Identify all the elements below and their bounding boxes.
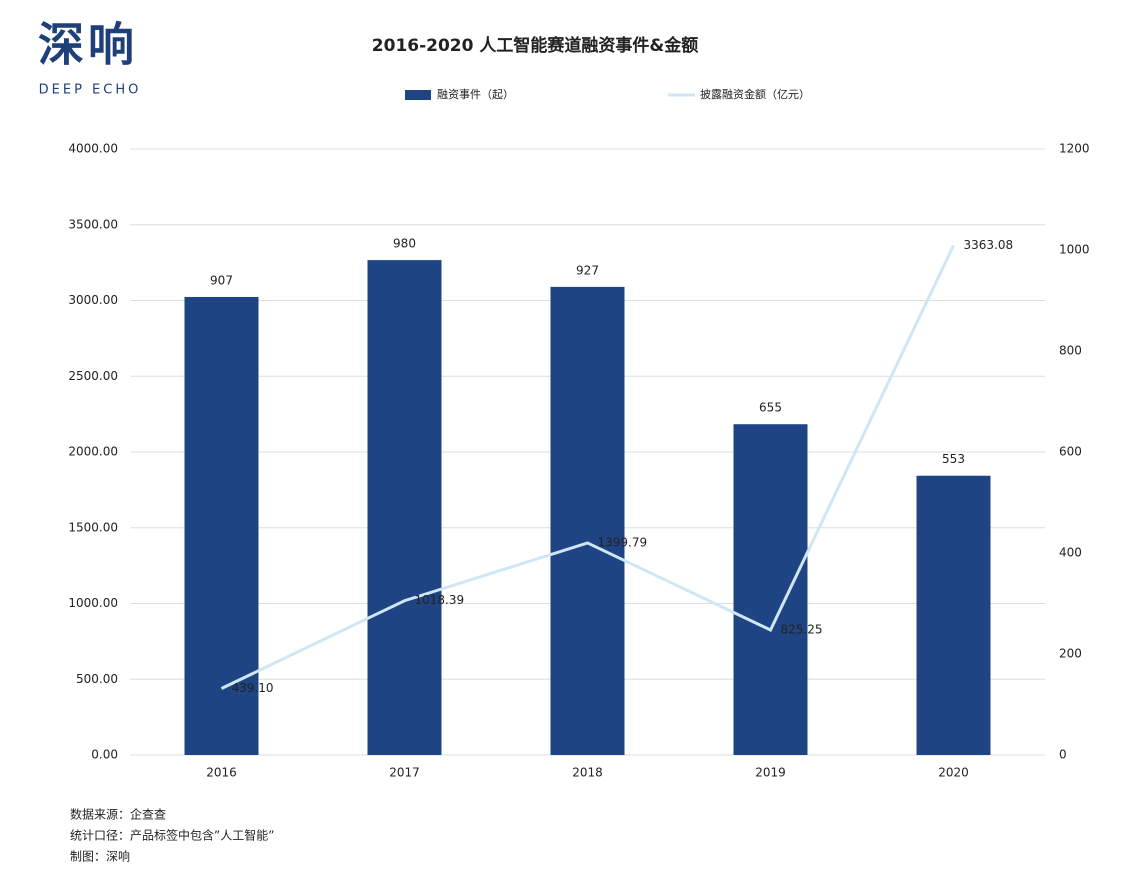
y-tick-label: 1000.00 bbox=[68, 596, 118, 610]
x-tick-label: 2018 bbox=[572, 766, 603, 780]
data-label: 980 bbox=[393, 237, 416, 251]
data-label: 907 bbox=[210, 273, 233, 287]
bar bbox=[733, 424, 808, 755]
data-label: 1018.39 bbox=[415, 593, 465, 607]
legend-label: 披露融资金额（亿元） bbox=[700, 87, 810, 101]
line bbox=[220, 244, 955, 690]
chart-title: 2016-2020 人工智能赛道融资事件&金额 bbox=[372, 35, 698, 56]
y2-tick-label: 400 bbox=[1059, 546, 1082, 560]
note: 制图：深响 bbox=[70, 849, 130, 864]
y2-tick-label: 200 bbox=[1059, 647, 1082, 661]
y-tick-label: 3000.00 bbox=[68, 293, 118, 307]
data-label: 439.10 bbox=[232, 681, 274, 695]
y-tick-label: 2000.00 bbox=[68, 445, 118, 459]
legend-label: 融资事件（起） bbox=[437, 88, 514, 101]
bar bbox=[916, 475, 991, 755]
y2-tick-label: 600 bbox=[1059, 445, 1082, 459]
legend-swatch bbox=[405, 90, 431, 100]
data-label: 927 bbox=[576, 263, 599, 277]
y2-tick-label: 800 bbox=[1059, 344, 1082, 358]
bar bbox=[184, 296, 259, 755]
x-tick-label: 2020 bbox=[938, 766, 969, 780]
y-tick-label: 2500.00 bbox=[68, 369, 118, 383]
note: 数据来源：企查查 bbox=[70, 807, 166, 822]
y-tick-label: 3500.00 bbox=[68, 217, 118, 231]
data-label: 825.25 bbox=[781, 622, 823, 636]
data-label: 553 bbox=[942, 452, 965, 466]
y-tick-label: 500.00 bbox=[76, 672, 118, 686]
y2-tick-label: 1200 bbox=[1059, 142, 1090, 156]
y-tick-label: 1500.00 bbox=[68, 520, 118, 534]
x-tick-label: 2017 bbox=[389, 766, 420, 780]
logo: 深响 bbox=[38, 18, 138, 72]
note: 统计口径：产品标签中包含”人工智能” bbox=[70, 828, 274, 843]
x-tick-label: 2019 bbox=[755, 766, 786, 780]
data-label: 3363.08 bbox=[964, 238, 1014, 252]
bar bbox=[550, 286, 625, 755]
data-label: 655 bbox=[759, 401, 782, 415]
data-label: 1399.79 bbox=[598, 535, 648, 549]
x-tick-label: 2016 bbox=[206, 766, 237, 780]
bar bbox=[367, 260, 442, 755]
y2-tick-label: 1000 bbox=[1059, 243, 1090, 257]
logo-subtitle: DEEP ECHO bbox=[39, 83, 142, 98]
y-tick-label: 0.00 bbox=[91, 748, 118, 762]
y-tick-label: 4000.00 bbox=[68, 142, 118, 156]
y2-tick-label: 0 bbox=[1059, 748, 1067, 762]
